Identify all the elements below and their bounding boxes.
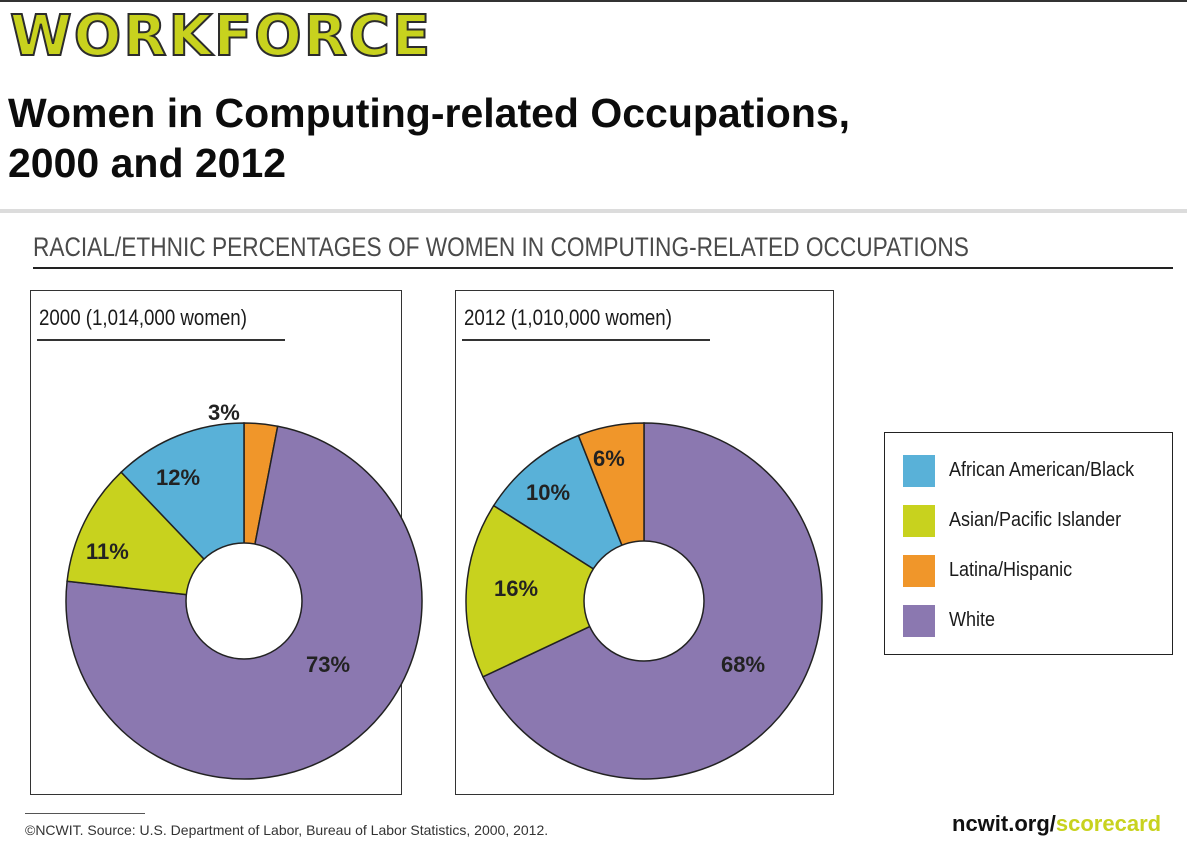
top-rule <box>0 0 1187 2</box>
footer-rule <box>25 813 145 814</box>
pie-slice <box>465 504 646 678</box>
donut-hole <box>583 540 705 662</box>
section-header: WORKFORCE <box>9 3 433 70</box>
title-divider <box>0 209 1187 213</box>
donut-hole <box>185 542 303 660</box>
page-title-line-2: 2000 and 2012 <box>8 140 287 186</box>
data-label: 12% <box>156 465 200 490</box>
data-label: 6% <box>593 446 625 471</box>
chart-title-rule <box>37 339 285 341</box>
data-label: 16% <box>494 576 538 601</box>
donut-chart-2000: 3% 73% 11% 12% <box>65 400 423 780</box>
chart-title-2000: 2000 (1,014,000 women) <box>39 305 247 330</box>
legend-label: Asian/Pacific Islander <box>949 509 1122 531</box>
link-domain: ncwit.org/ <box>952 811 1056 836</box>
chart-title-2012: 2012 (1,010,000 women) <box>464 305 672 330</box>
chart-heading-rule <box>33 267 1173 269</box>
data-label: 10% <box>526 480 570 505</box>
legend-label: White <box>949 609 996 631</box>
legend-label: Latina/Hispanic <box>949 559 1073 581</box>
legend-swatch <box>903 605 935 637</box>
chart-panel-2000: 2000 (1,014,000 women) 3% 73% 11% 12% <box>30 290 423 795</box>
data-label: 68% <box>721 652 765 677</box>
chart-panel-2012: 2012 (1,010,000 women) 68% 16% 10% 6% <box>455 290 834 795</box>
legend-swatch <box>903 505 935 537</box>
page-title: Women in Computing-related Occupations, … <box>8 88 1108 188</box>
legend-swatch <box>903 555 935 587</box>
data-label: 73% <box>306 652 350 677</box>
data-label: 3% <box>208 400 240 425</box>
chart-heading: RACIAL/ETHNIC PERCENTAGES OF WOMEN IN CO… <box>33 232 969 262</box>
chart-legend: African American/Black Asian/Pacific Isl… <box>884 432 1173 655</box>
data-label: 11% <box>86 539 129 564</box>
legend-label: African American/Black <box>949 459 1135 481</box>
scorecard-link[interactable]: ncwit.org/scorecard <box>952 811 1161 837</box>
link-path: scorecard <box>1055 811 1162 836</box>
legend-swatch <box>903 455 935 487</box>
chart-title-rule <box>462 339 710 341</box>
page-title-line-1: Women in Computing-related Occupations, <box>8 90 851 136</box>
donut-chart-2012: 68% 16% 10% 6% <box>465 422 823 780</box>
source-note: ©NCWIT. Source: U.S. Department of Labor… <box>25 822 549 838</box>
